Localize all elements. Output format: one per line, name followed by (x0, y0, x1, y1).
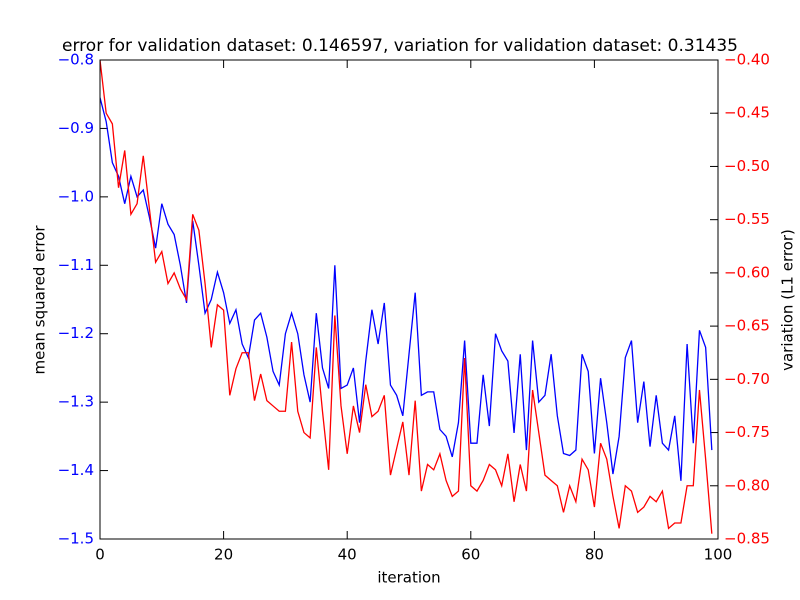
y-tick-label: −1.5 (58, 530, 94, 548)
y2-tick-label: −0.50 (724, 157, 770, 175)
y2-tick-label: −0.70 (724, 370, 770, 388)
x-tick-label: 80 (585, 546, 604, 564)
axes-frame (99, 59, 719, 540)
y-tick-label: −1.2 (58, 324, 94, 342)
y-axis-label: mean squared error (31, 225, 49, 375)
data-line (100, 97, 713, 481)
y-tick-label: −1.3 (58, 393, 94, 411)
y2-tick-label: −0.45 (724, 104, 770, 122)
x-axis-label: iteration (377, 569, 440, 587)
y-tick-label: −0.9 (58, 119, 94, 137)
y2-tick-label: −0.55 (724, 210, 770, 228)
x-tick-label: 60 (461, 546, 480, 564)
y-tick-label: −1.0 (58, 187, 94, 205)
y-tick-label: −1.1 (58, 256, 94, 274)
y2-tick-label: −0.75 (724, 423, 770, 441)
y-tick-label: −1.4 (58, 461, 94, 479)
y2-tick-label: −0.60 (724, 263, 770, 281)
y2-axis-label: variation (L1 error) (779, 229, 797, 371)
y2-tick-label: −0.40 (724, 51, 770, 69)
chart-title: error for validation dataset: 0.146597, … (62, 36, 738, 56)
x-tick-label: 100 (704, 546, 733, 564)
y2-tick-label: −0.65 (724, 317, 770, 335)
x-tick-label: 40 (338, 546, 357, 564)
x-tick-label: 0 (95, 546, 105, 564)
y2-tick-label: −0.85 (724, 530, 770, 548)
x-tick-label: 20 (214, 546, 233, 564)
y2-tick-label: −0.80 (724, 476, 770, 494)
y-tick-label: −0.8 (58, 51, 94, 69)
data-line (100, 60, 713, 534)
